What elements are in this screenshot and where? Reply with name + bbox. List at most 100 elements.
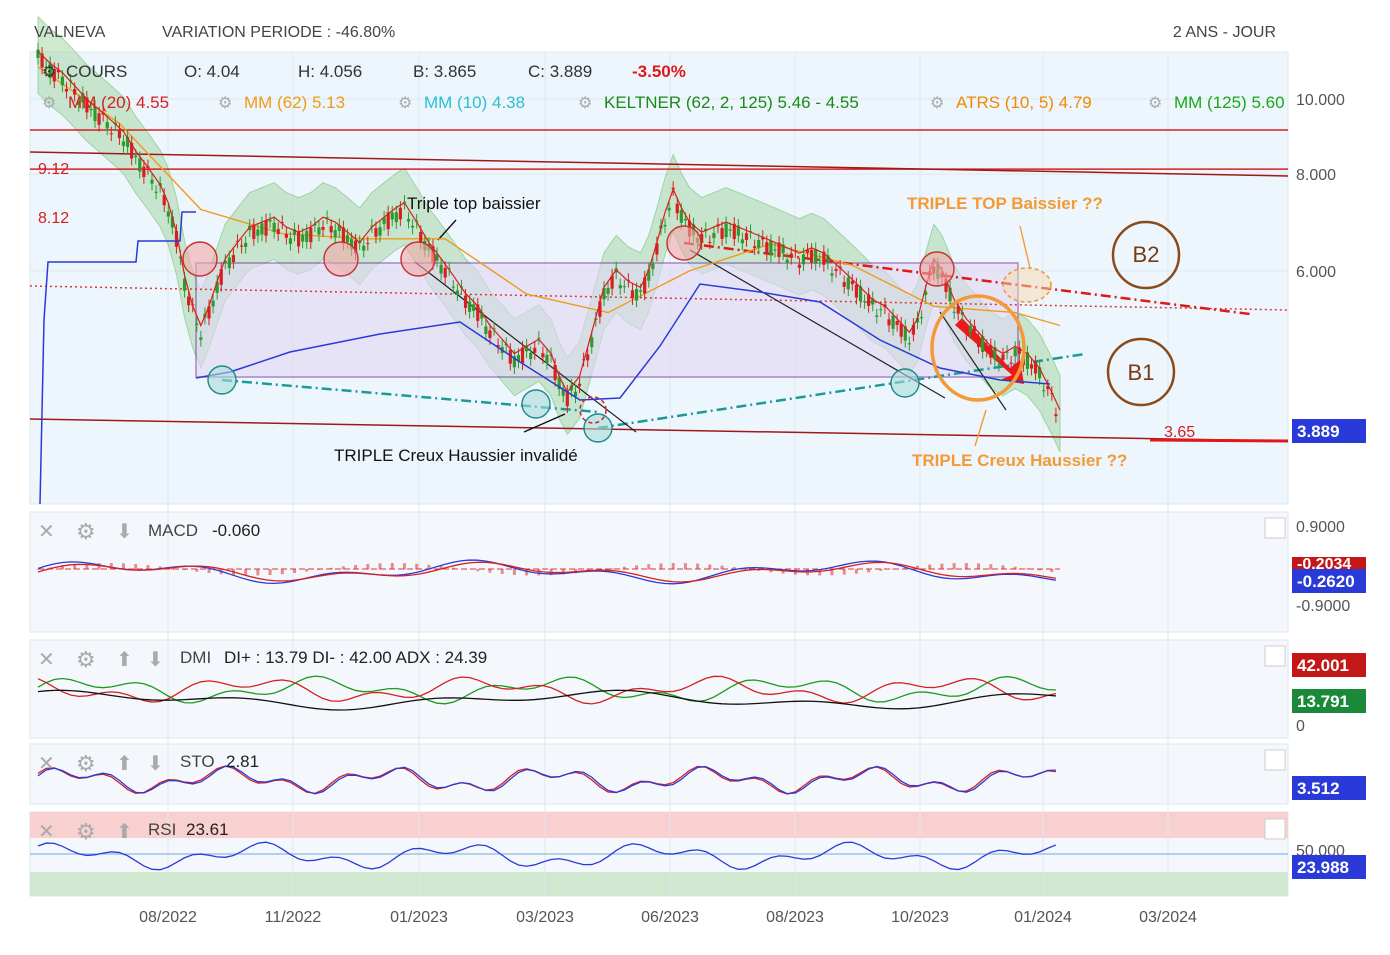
close-icon[interactable]: ✕ [38,649,55,671]
candle-body [675,203,679,214]
top-circle [323,241,359,277]
candle-body [476,304,480,321]
candle-body [390,212,394,220]
candle-body [130,142,134,159]
gear-icon[interactable]: ⚙ [76,647,96,672]
candle-body [647,269,651,281]
macd-histogram-bar [842,569,846,575]
candle-body [374,228,378,237]
close-icon[interactable]: ✕ [38,753,55,775]
candle-body [850,280,854,285]
candle-body [341,227,345,244]
arrow-down-icon[interactable]: ⬇ [116,521,133,543]
arrow-down-icon[interactable]: ⬇ [147,753,164,775]
macd-histogram-bar [720,565,724,570]
gear-icon: ⚙ [218,95,232,112]
macd-histogram-bar [280,569,284,575]
candle-body [976,338,981,347]
arrow-up-icon[interactable]: ⬆ [116,821,133,843]
candle-body [924,291,928,295]
dmi-plus-badge [1292,689,1366,713]
b2-label: B2 [1133,242,1160,267]
indicator-legend-item: MM (62) 5.13 [244,93,345,112]
period-label[interactable]: 2 ANS - JOUR [1173,24,1276,41]
gear-icon[interactable]: ⚙ [76,819,96,844]
candle-body [1038,367,1042,379]
candle-body [215,281,219,293]
candle-body [472,304,476,311]
indicator-legend: ⚙ MM (20) 4.55 ⚙ MM (62) 5.13 ⚙ MM (10) 4.38 ⚙… [42,93,1285,112]
candle-body [712,232,716,239]
sto-panel [29,743,1289,805]
candle-body [834,269,838,271]
last-price-value: 3.889 [1297,422,1340,441]
gear-icon[interactable]: ⚙ [76,751,96,776]
close-icon[interactable]: ✕ [38,521,55,543]
candle-body [227,257,231,269]
candle-body [44,66,48,69]
candle-body [854,284,859,298]
rsi-controls: ✕ ⚙ ⬆ [38,819,133,844]
candle-body [362,245,366,251]
atrs-step-line [39,211,196,505]
arrow-triple-top [437,219,457,241]
dmi-name: DMI [180,648,211,667]
sto-badge-value: 3.512 [1297,779,1340,798]
candle-body [907,343,911,345]
candle-body [235,240,240,242]
y-tick-label: 10.000 [1296,92,1345,109]
dmi-checkbox[interactable] [1264,645,1286,667]
candle-body [858,286,863,302]
candle-body [805,249,810,253]
indicator-legend-item: MM (20) 4.55 [68,93,169,112]
macd-histogram-bar [928,564,932,570]
candle-body [537,337,541,339]
rsi-value: 23.61 [186,820,229,839]
candle-body [77,101,81,105]
candle-body [948,287,952,302]
candle-body [744,233,749,241]
level-365-label: 3.65 [1164,424,1195,441]
candle-body [468,301,472,312]
candle-body [117,130,122,139]
arrow-up-icon[interactable]: ⬆ [116,753,133,775]
arrow-down-icon[interactable]: ⬇ [147,649,164,671]
macd-name: MACD [148,521,198,540]
candle-body [455,290,459,295]
high-value: H: 4.056 [298,62,362,81]
candle-body [541,353,545,358]
candle-body [895,321,899,325]
candle-body [553,365,557,380]
candle-body [170,216,174,228]
candle-body [370,225,374,227]
long-trendline-bottom [29,418,1289,442]
dmi-controls: ✕ ⚙ ⬆ ⬇ [38,647,164,672]
sto-name: STO [180,752,215,771]
candle-body [435,253,439,261]
sto-value: 2.81 [226,752,259,771]
sto-checkbox[interactable] [1264,749,1286,771]
macd-histogram-bar [476,569,480,572]
gear-icon[interactable]: ⚙ [76,519,96,544]
macd-histogram-bar [305,569,309,572]
candle-body [602,287,606,300]
candle-body [634,288,639,301]
candle-body [740,239,745,244]
candle-body [765,242,769,255]
candle-body [777,242,781,257]
bottom-circle [890,368,920,398]
rsi-checkbox[interactable] [1264,818,1286,840]
gear-icon[interactable]: ⚙ [42,64,56,81]
candle-body [398,207,402,220]
arrow-up-icon[interactable]: ⬆ [116,649,133,671]
candle-body [162,194,166,206]
macd-value: -0.060 [212,521,260,540]
candle-body [325,217,329,219]
close-icon[interactable]: ✕ [38,821,55,843]
macd-checkbox[interactable] [1264,517,1286,539]
candle-body [516,354,521,362]
dmi-panel [29,639,1289,739]
candle-body [313,223,317,226]
candle-body [545,355,549,364]
